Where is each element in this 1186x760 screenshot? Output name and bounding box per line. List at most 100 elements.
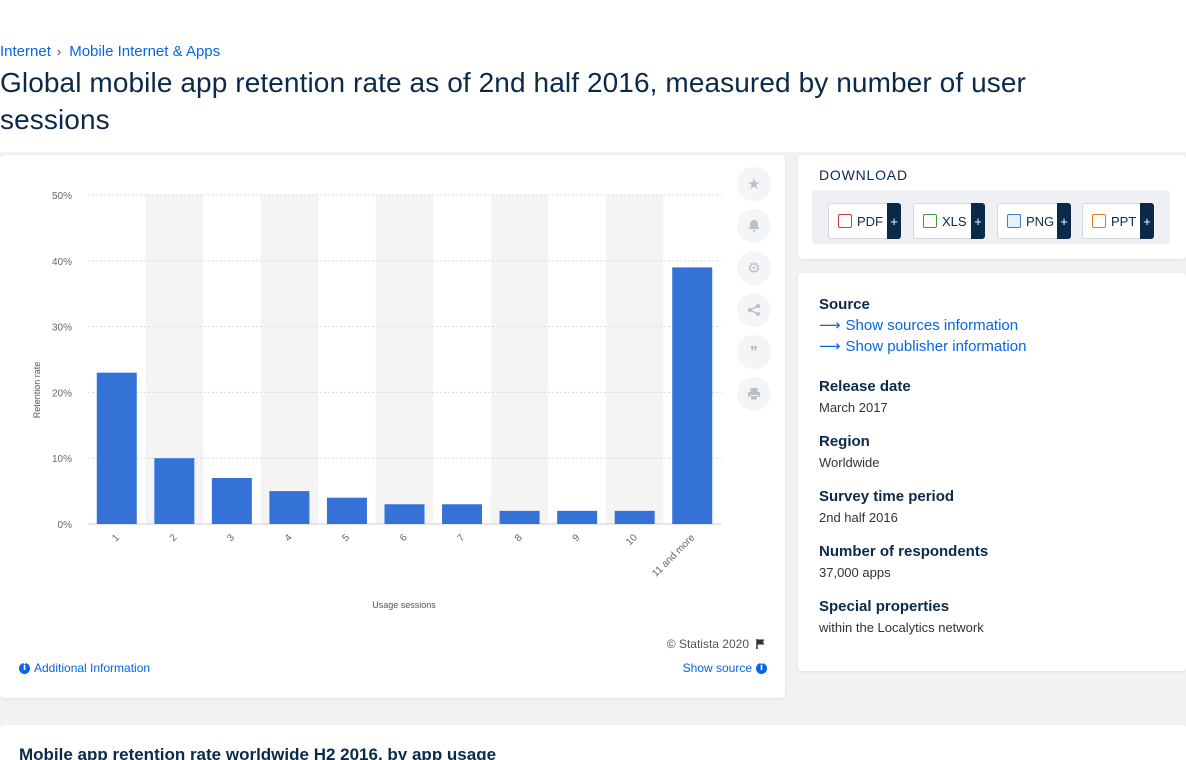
breadcrumb-internet-link[interactable]: Internet bbox=[0, 43, 51, 60]
chevron-right-icon: › bbox=[57, 44, 61, 59]
flag-icon[interactable] bbox=[755, 638, 767, 650]
description-title: Mobile app retention rate worldwide H2 2… bbox=[19, 745, 496, 760]
bar[interactable] bbox=[557, 511, 597, 524]
ppt-label: PPT bbox=[1111, 214, 1140, 229]
plus-icon[interactable]: + bbox=[887, 203, 901, 239]
info-icon: i bbox=[756, 663, 767, 674]
description-card: Mobile app retention rate worldwide H2 2… bbox=[0, 725, 1186, 760]
y-tick-label: 50% bbox=[52, 191, 72, 202]
copyright: © Statista 2020 bbox=[667, 637, 767, 651]
region-heading: Region bbox=[819, 433, 879, 450]
quote-icon[interactable]: ❞ bbox=[737, 335, 771, 369]
download-png-button[interactable]: PNG + bbox=[997, 203, 1071, 239]
x-tick-label: 5 bbox=[340, 532, 352, 544]
x-tick-label: 9 bbox=[571, 532, 583, 544]
bar[interactable] bbox=[672, 267, 712, 524]
respondents-heading: Number of respondents bbox=[819, 543, 988, 560]
special-properties-value: within the Localytics network bbox=[819, 620, 984, 635]
show-publisher-label: Show publisher information bbox=[846, 338, 1027, 355]
x-tick-label: 11 and more bbox=[650, 532, 697, 579]
bar[interactable] bbox=[500, 511, 540, 524]
arrow-right-icon: ⟶ bbox=[819, 337, 841, 355]
show-sources-label: Show sources information bbox=[846, 317, 1019, 334]
xls-label: XLS bbox=[942, 214, 971, 229]
share-icon[interactable] bbox=[737, 293, 771, 327]
additional-information-link[interactable]: i Additional Information bbox=[19, 661, 150, 675]
download-ppt-button[interactable]: PPT + bbox=[1082, 203, 1154, 239]
source-heading: Source bbox=[819, 296, 1026, 313]
chart-toolbar: ★ ⚙ ❞ bbox=[737, 167, 773, 419]
y-tick-label: 0% bbox=[58, 520, 73, 531]
bar[interactable] bbox=[154, 458, 194, 524]
download-xls-button[interactable]: XLS + bbox=[913, 203, 985, 239]
x-tick-label: 1 bbox=[110, 532, 122, 544]
ppt-icon bbox=[1092, 214, 1106, 228]
bell-icon[interactable] bbox=[737, 209, 771, 243]
release-date-heading: Release date bbox=[819, 378, 911, 395]
bar[interactable] bbox=[212, 478, 252, 524]
gear-icon[interactable]: ⚙ bbox=[737, 251, 771, 285]
x-tick-label: 2 bbox=[168, 532, 180, 544]
y-tick-label: 20% bbox=[52, 388, 72, 399]
png-label: PNG bbox=[1026, 214, 1057, 229]
y-tick-label: 10% bbox=[52, 454, 72, 465]
source-section: Source ⟶ Show sources information ⟶ Show… bbox=[819, 296, 1026, 355]
column-band bbox=[606, 195, 664, 524]
download-title: DOWNLOAD bbox=[819, 167, 908, 183]
bar[interactable] bbox=[327, 498, 367, 524]
additional-information-label: Additional Information bbox=[34, 661, 150, 675]
x-tick-label: 8 bbox=[513, 532, 525, 544]
show-source-label: Show source bbox=[683, 661, 752, 675]
download-buttons: PDF + XLS + PNG + PPT + bbox=[812, 190, 1170, 244]
show-publisher-link[interactable]: ⟶ Show publisher information bbox=[819, 337, 1026, 355]
info-icon: i bbox=[19, 663, 30, 674]
breadcrumb: Internet › Mobile Internet & Apps bbox=[0, 43, 220, 60]
download-card: DOWNLOAD PDF + XLS + PNG + PPT + bbox=[798, 155, 1186, 259]
bar[interactable] bbox=[97, 373, 137, 524]
x-tick-label: 6 bbox=[398, 532, 410, 544]
plus-icon[interactable]: + bbox=[971, 203, 985, 239]
bar[interactable] bbox=[442, 504, 482, 524]
survey-period-value: 2nd half 2016 bbox=[819, 510, 954, 525]
pdf-label: PDF bbox=[857, 214, 887, 229]
x-tick-label: 4 bbox=[283, 532, 295, 544]
page-title: Global mobile app retention rate as of 2… bbox=[0, 64, 1110, 138]
bar[interactable] bbox=[615, 511, 655, 524]
breadcrumb-mobile-link[interactable]: Mobile Internet & Apps bbox=[69, 43, 220, 60]
statistic-details-card: Source ⟶ Show sources information ⟶ Show… bbox=[798, 273, 1186, 671]
special-properties-section: Special properties within the Localytics… bbox=[819, 598, 984, 635]
star-icon[interactable]: ★ bbox=[737, 167, 771, 201]
y-axis-title: Retention rate bbox=[32, 362, 42, 419]
bar[interactable] bbox=[385, 504, 425, 524]
y-tick-label: 30% bbox=[52, 323, 72, 334]
chart-card: 0% 10% 20% 30% 40% 50% 1 2 3 4 5 6 7 8 9 10 11 and more… bbox=[0, 155, 785, 698]
plus-icon[interactable]: + bbox=[1140, 203, 1154, 239]
survey-period-section: Survey time period 2nd half 2016 bbox=[819, 488, 954, 525]
png-icon bbox=[1007, 214, 1021, 228]
column-band bbox=[491, 195, 549, 524]
xls-icon bbox=[923, 214, 937, 228]
column-band bbox=[376, 195, 434, 524]
x-tick-label: 7 bbox=[455, 532, 467, 544]
release-date-value: March 2017 bbox=[819, 400, 911, 415]
respondents-value: 37,000 apps bbox=[819, 565, 988, 580]
x-tick-label: 3 bbox=[225, 532, 237, 544]
region-section: Region Worldwide bbox=[819, 433, 879, 470]
plus-icon[interactable]: + bbox=[1057, 203, 1071, 239]
show-sources-link[interactable]: ⟶ Show sources information bbox=[819, 316, 1026, 334]
respondents-section: Number of respondents 37,000 apps bbox=[819, 543, 988, 580]
show-source-link[interactable]: Show source i bbox=[683, 661, 767, 675]
bar-chart: 0% 10% 20% 30% 40% 50% 1 2 3 4 5 6 7 8 9 10 11 and more… bbox=[0, 155, 735, 625]
download-pdf-button[interactable]: PDF + bbox=[828, 203, 901, 239]
y-tick-label: 40% bbox=[52, 257, 72, 268]
region-value: Worldwide bbox=[819, 455, 879, 470]
x-axis-title: Usage sessions bbox=[372, 600, 436, 610]
special-properties-heading: Special properties bbox=[819, 598, 984, 615]
copyright-text: © Statista 2020 bbox=[667, 637, 749, 651]
bar[interactable] bbox=[269, 491, 309, 524]
print-icon[interactable] bbox=[737, 377, 771, 411]
release-date-section: Release date March 2017 bbox=[819, 378, 911, 415]
x-tick-label: 10 bbox=[624, 532, 640, 548]
survey-period-heading: Survey time period bbox=[819, 488, 954, 505]
pdf-icon bbox=[838, 214, 852, 228]
